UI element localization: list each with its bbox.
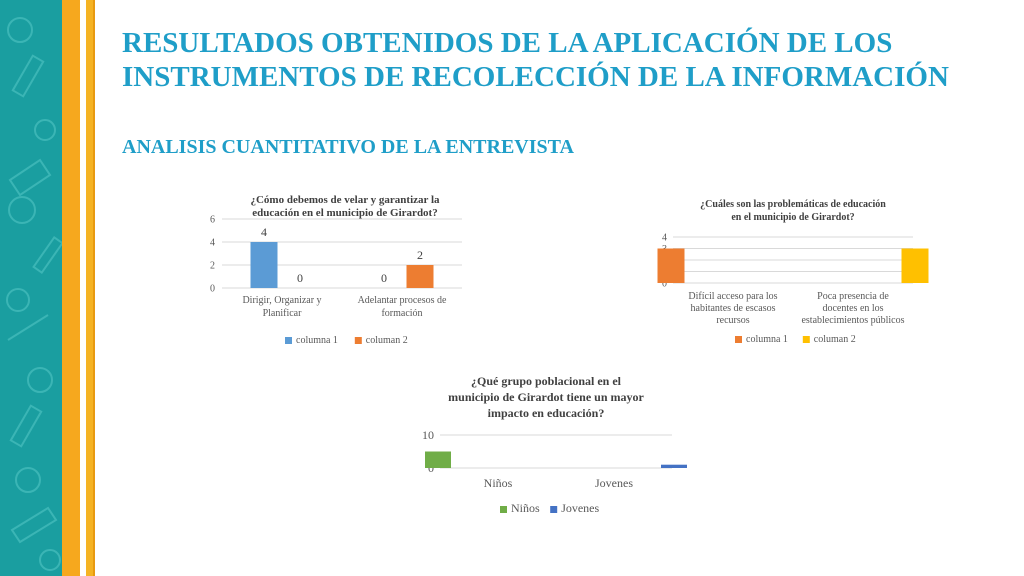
category-label: recursos bbox=[716, 315, 749, 326]
category-label: Difícil acceso para los bbox=[688, 291, 777, 302]
chart-title: municipio de Girardot tiene un mayor bbox=[448, 390, 644, 404]
decorative-stripe-orange bbox=[86, 0, 95, 576]
data-label: 0 bbox=[381, 271, 387, 285]
bar bbox=[425, 451, 451, 468]
legend-entry: Niños bbox=[511, 501, 540, 515]
chart-grupo-poblacional: ¿Qué grupo poblacional en el municipio de… bbox=[400, 372, 690, 527]
legend-entry: columna 1 bbox=[296, 335, 338, 346]
bar bbox=[250, 242, 278, 288]
category-label: Poca presencia de bbox=[817, 291, 889, 302]
bar bbox=[901, 248, 929, 283]
y-tick-label: 4 bbox=[210, 238, 215, 249]
data-label: 2 bbox=[417, 248, 423, 262]
chart-title: educación en el municipio de Girardot? bbox=[252, 207, 437, 219]
y-tick-label: 2 bbox=[210, 261, 215, 272]
y-tick-label: 4 bbox=[662, 233, 667, 244]
category-label: establecimientos públicos bbox=[801, 315, 904, 326]
chart-title: impacto en educación? bbox=[488, 406, 605, 420]
category-label: formación bbox=[381, 308, 422, 319]
chart-title: ¿Qué grupo poblacional en el bbox=[471, 374, 622, 388]
data-label: 0 bbox=[297, 271, 303, 285]
legend-swatch bbox=[500, 506, 507, 513]
y-tick-label: 0 bbox=[428, 461, 434, 475]
decorative-stripe-orange-edge bbox=[93, 0, 95, 576]
slide-subtitle: ANALISIS CUANTITATIVO DE LA ENTREVISTA bbox=[122, 136, 574, 158]
school-doodle-pattern bbox=[6, 17, 64, 571]
y-tick-label: 10 bbox=[422, 428, 434, 442]
chart-title: ¿Cómo debemos de velar y garantizar la bbox=[250, 194, 440, 206]
category-label: habitantes de escasos bbox=[691, 303, 776, 314]
chart-problematicas-educacion: ¿Cuáles son las problemáticas de educaci… bbox=[640, 193, 940, 358]
y-tick-label: 0 bbox=[662, 279, 667, 290]
chart-velar-educacion: ¿Cómo debemos de velar y garantizar la ed… bbox=[200, 190, 490, 355]
chart-1-svg: ¿Cómo debemos de velar y garantizar laed… bbox=[210, 194, 462, 346]
legend-swatch bbox=[285, 337, 292, 344]
chart-title: ¿Cuáles son las problemáticas de educaci… bbox=[700, 199, 886, 210]
category-label: docentes en los bbox=[822, 303, 883, 314]
category-label: Jovenes bbox=[595, 476, 633, 490]
category-label: Niños bbox=[484, 476, 513, 490]
category-label: Adelantar procesos de bbox=[358, 295, 447, 306]
y-tick-label: 6 bbox=[210, 215, 215, 226]
legend-entry: columna 1 bbox=[746, 334, 788, 345]
category-label: Dirigir, Organizar y bbox=[242, 295, 321, 306]
category-label: Planificar bbox=[263, 308, 303, 319]
bar bbox=[406, 265, 434, 288]
legend-entry: columan 2 bbox=[814, 334, 856, 345]
chart-2-svg: ¿Cuáles son las problemáticas de educaci… bbox=[657, 199, 929, 345]
legend-swatch bbox=[354, 337, 362, 344]
y-tick-label: 0 bbox=[210, 284, 215, 295]
legend-swatch bbox=[735, 336, 742, 343]
slide-title: RESULTADOS OBTENIDOS DE LA APLICACIÓN DE… bbox=[122, 27, 949, 93]
legend-entry: columan 2 bbox=[366, 335, 408, 346]
bar bbox=[661, 464, 687, 468]
legend-entry: Jovenes bbox=[561, 501, 599, 515]
legend-swatch bbox=[802, 336, 810, 343]
legend-swatch bbox=[550, 506, 558, 513]
data-label: 4 bbox=[261, 225, 267, 239]
chart-3-svg: ¿Qué grupo poblacional en el municipio de… bbox=[422, 374, 687, 515]
chart-title: en el municipio de Girardot? bbox=[731, 212, 854, 223]
bar bbox=[657, 248, 685, 283]
decorative-stripe-yellow bbox=[62, 0, 80, 576]
